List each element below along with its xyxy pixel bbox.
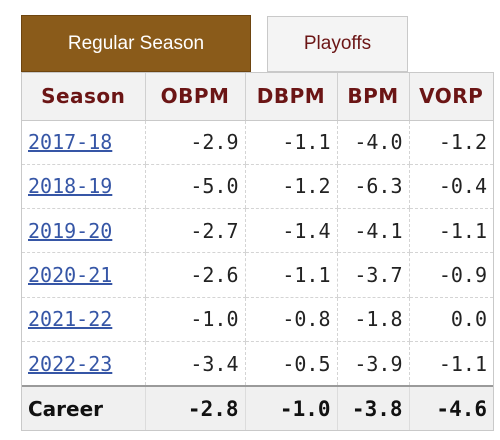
season-link[interactable]: 2021-22 (28, 307, 113, 332)
bpm-cell: -3.9 (336, 341, 409, 387)
vorp-cell: -0.4 (408, 164, 493, 210)
bpm-cell: -4.0 (336, 120, 409, 165)
obpm-cell: -2.6 (144, 252, 245, 298)
column-header-obpm[interactable]: OBPM (144, 73, 245, 121)
tab-playoffs[interactable]: Playoffs (267, 16, 408, 72)
table-row: 2021-22 -1.0 -0.8 -1.8 0.0 (22, 297, 493, 343)
season-cell: 2022-23 (22, 341, 145, 387)
vorp-cell: -1.1 (408, 208, 493, 254)
advanced-stats-table: Season OBPM DBPM BPM VORP 2017-18 -2.9 -… (22, 73, 493, 430)
vorp-cell: -1.2 (408, 120, 493, 165)
tab-regular-season[interactable]: Regular Season (21, 15, 251, 72)
obpm-cell: -2.7 (144, 208, 245, 254)
column-header-dbpm[interactable]: DBPM (244, 73, 337, 121)
bpm-cell: -3.7 (336, 252, 409, 298)
season-link[interactable]: 2020-21 (28, 263, 113, 288)
vorp-cell: -1.1 (408, 341, 493, 387)
dbpm-cell: -0.8 (244, 297, 337, 343)
season-link[interactable]: 2017-18 (28, 130, 113, 155)
season-cell: 2018-19 (22, 164, 145, 210)
bpm-cell: -4.1 (336, 208, 409, 254)
dbpm-cell: -0.5 (244, 341, 337, 387)
table-row: 2022-23 -3.4 -0.5 -3.9 -1.1 (22, 341, 493, 387)
column-header-season[interactable]: Season (22, 73, 145, 121)
season-cell: 2021-22 (22, 297, 145, 343)
season-link[interactable]: 2019-20 (28, 218, 113, 243)
season-link[interactable]: 2022-23 (28, 351, 113, 376)
obpm-cell: -2.9 (144, 120, 245, 165)
dbpm-cell: -1.4 (244, 208, 337, 254)
dbpm-cell: -1.1 (244, 120, 337, 165)
season-cell: 2017-18 (22, 120, 145, 165)
career-totals-row: Career -2.8 -1.0 -3.8 -4.6 (22, 385, 493, 430)
career-dbpm: -1.0 (244, 385, 337, 430)
season-cell: 2019-20 (22, 208, 145, 254)
table-row: 2017-18 -2.9 -1.1 -4.0 -1.2 (22, 120, 493, 165)
tab-bar: Regular Season Playoffs (21, 15, 486, 73)
vorp-cell: -0.9 (408, 252, 493, 298)
bpm-cell: -6.3 (336, 164, 409, 210)
season-cell: 2020-21 (22, 252, 145, 298)
dbpm-cell: -1.2 (244, 164, 337, 210)
bpm-cell: -1.8 (336, 297, 409, 343)
career-bpm: -3.8 (336, 385, 409, 430)
dbpm-cell: -1.1 (244, 252, 337, 298)
table-row: 2019-20 -2.7 -1.4 -4.1 -1.1 (22, 208, 493, 254)
career-vorp: -4.6 (408, 385, 493, 430)
season-link[interactable]: 2018-19 (28, 174, 113, 199)
advanced-stats-table-container: Season OBPM DBPM BPM VORP 2017-18 -2.9 -… (21, 72, 494, 431)
career-label: Career (22, 385, 145, 430)
column-header-bpm[interactable]: BPM (336, 73, 409, 121)
column-header-vorp[interactable]: VORP (408, 73, 493, 121)
obpm-cell: -1.0 (144, 297, 245, 343)
table-row: 2018-19 -5.0 -1.2 -6.3 -0.4 (22, 164, 493, 210)
table-header-row: Season OBPM DBPM BPM VORP (22, 73, 493, 121)
table-row: 2020-21 -2.6 -1.1 -3.7 -0.9 (22, 252, 493, 298)
career-obpm: -2.8 (144, 385, 245, 430)
obpm-cell: -5.0 (144, 164, 245, 210)
obpm-cell: -3.4 (144, 341, 245, 387)
vorp-cell: 0.0 (408, 297, 493, 343)
